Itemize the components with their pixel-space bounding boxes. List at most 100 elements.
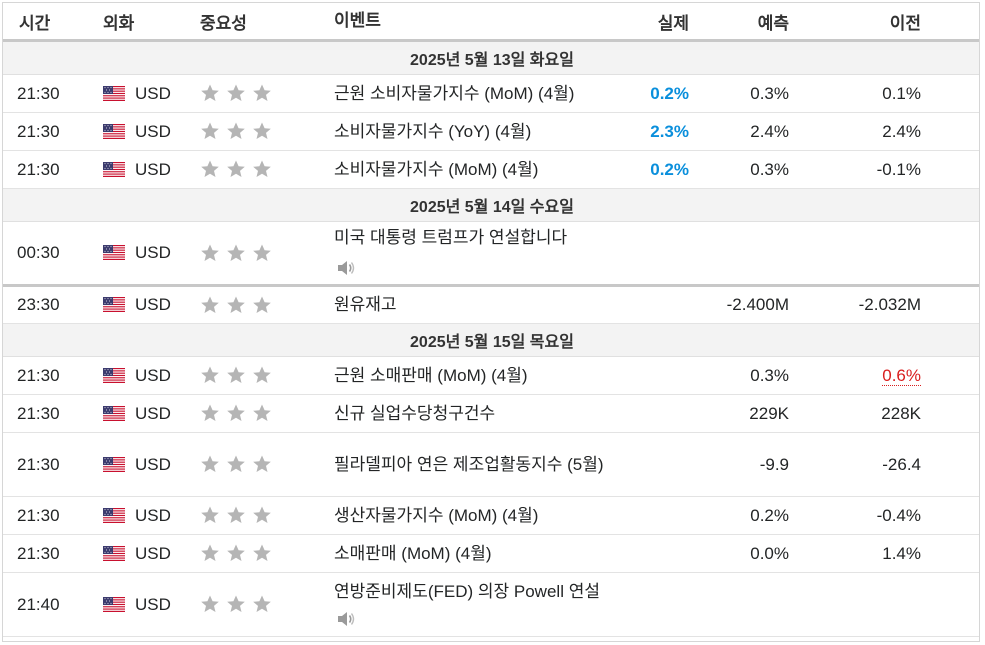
currency-code: USD — [135, 83, 171, 103]
event-forecast — [697, 221, 797, 287]
table-row[interactable]: 00:30 USD 미국 대통령 트럼프가 연설합니다 — [3, 221, 979, 287]
event-cell: 연방준비제도(FED) 의장 Powell 연설 — [334, 572, 621, 637]
header-time[interactable]: 시간 — [3, 3, 103, 42]
header-forecast[interactable]: 예측 — [697, 3, 797, 42]
event-actual — [621, 356, 697, 395]
star-icon — [252, 454, 272, 474]
us-flag-icon — [103, 597, 125, 612]
currency-code: USD — [135, 543, 171, 563]
currency-cell: USD — [103, 285, 200, 324]
event-name[interactable]: 미국 대통령 트럼프가 연설합니다 — [334, 228, 568, 247]
day-date: 2025년 5월 15일 목요일 — [3, 323, 979, 357]
table-row[interactable]: 21:30 USD 소매판매 (MoM) (4월) 0.0% 1.4% — [3, 534, 979, 573]
event-time: 21:30 — [3, 74, 103, 113]
event-name[interactable]: 필라델피아 연은 제조업활동지수 (5월) — [334, 432, 621, 497]
importance-stars — [200, 221, 334, 287]
speaker-icon[interactable] — [336, 259, 356, 277]
us-flag-icon — [103, 245, 125, 260]
importance-stars — [200, 74, 334, 113]
event-time: 21:30 — [3, 496, 103, 535]
table-row[interactable]: 21:30 USD 신규 실업수당청구건수 229K 228K — [3, 394, 979, 433]
table-row[interactable]: 23:30 USD 원유재고 -2.400M -2.032M — [3, 285, 979, 324]
us-flag-icon — [103, 406, 125, 421]
star-icon — [200, 505, 220, 525]
event-actual — [621, 432, 697, 497]
event-forecast: 0.3% — [697, 150, 797, 189]
star-icon — [226, 365, 246, 385]
us-flag-icon — [103, 297, 125, 312]
importance-stars — [200, 534, 334, 573]
event-previous: -0.1% — [797, 150, 979, 189]
currency-code: USD — [135, 159, 171, 179]
star-icon — [252, 543, 272, 563]
table-row[interactable]: 21:40 USD 연방준비제도(FED) 의장 Powell 연설 — [3, 572, 979, 637]
event-name[interactable]: 원유재고 — [334, 285, 621, 324]
star-icon — [200, 159, 220, 179]
star-icon — [226, 454, 246, 474]
table-row[interactable]: 21:30 USD 근원 소비자물가지수 (MoM) (4월) 0.2% 0.3… — [3, 74, 979, 113]
event-actual — [621, 534, 697, 573]
event-name[interactable]: 소비자물가지수 (YoY) (4월) — [334, 112, 621, 151]
table-row[interactable]: 21:30 USD 소비자물가지수 (MoM) (4월) 0.2% 0.3% -… — [3, 150, 979, 189]
us-flag-icon — [103, 86, 125, 101]
table-row[interactable]: 21:30 USD 필라델피아 연은 제조업활동지수 (5월) -9.9 -26… — [3, 432, 979, 497]
header-currency[interactable]: 외화 — [103, 3, 200, 42]
day-header: 2025년 5월 15일 목요일 — [3, 323, 979, 357]
event-cell: 미국 대통령 트럼프가 연설합니다 — [334, 221, 621, 287]
event-name[interactable]: 생산자물가지수 (MoM) (4월) — [334, 496, 621, 535]
currency-code: USD — [135, 505, 171, 525]
event-previous[interactable]: 0.6% — [882, 365, 921, 386]
event-previous: -2.032M — [797, 285, 979, 324]
star-icon — [226, 594, 246, 614]
header-event[interactable]: 이벤트 — [334, 3, 621, 42]
event-actual — [621, 285, 697, 324]
event-name[interactable]: 신규 실업수당청구건수 — [334, 394, 621, 433]
star-icon — [226, 403, 246, 423]
header-previous[interactable]: 이전 — [797, 3, 979, 42]
currency-code: USD — [135, 295, 171, 314]
star-icon — [226, 121, 246, 141]
speaker-icon[interactable] — [336, 610, 356, 628]
importance-stars — [200, 432, 334, 497]
table-row[interactable]: 21:30 USD 생산자물가지수 (MoM) (4월) 0.2% -0.4% — [3, 496, 979, 535]
event-actual: 0.2% — [621, 150, 697, 189]
event-previous: -26.4 — [797, 432, 979, 497]
event-forecast — [697, 572, 797, 637]
event-name[interactable]: 근원 소매판매 (MoM) (4월) — [334, 356, 621, 395]
importance-stars — [200, 285, 334, 324]
importance-stars — [200, 356, 334, 395]
event-previous — [797, 221, 979, 287]
table-row[interactable]: 21:30 USD 근원 소매판매 (MoM) (4월) 0.3% 0.6% — [3, 356, 979, 395]
event-name[interactable]: 소비자물가지수 (MoM) (4월) — [334, 150, 621, 189]
currency-cell: USD — [103, 74, 200, 113]
currency-cell: USD — [103, 496, 200, 535]
event-actual: 2.3% — [621, 112, 697, 151]
star-icon — [200, 594, 220, 614]
importance-stars — [200, 112, 334, 151]
star-icon — [200, 365, 220, 385]
star-icon — [252, 83, 272, 103]
header-actual[interactable]: 실제 — [621, 3, 697, 42]
event-previous-cell: 0.6% — [797, 356, 979, 395]
header-importance[interactable]: 중요성 — [200, 3, 334, 42]
us-flag-icon — [103, 457, 125, 472]
event-forecast: 0.0% — [697, 534, 797, 573]
star-icon — [252, 594, 272, 614]
day-date: 2025년 5월 14일 수요일 — [3, 188, 979, 222]
table-row[interactable]: 21:30 USD 소비자물가지수 (YoY) (4월) 2.3% 2.4% 2… — [3, 112, 979, 151]
event-name[interactable]: 근원 소비자물가지수 (MoM) (4월) — [334, 74, 621, 113]
currency-code: USD — [135, 594, 171, 614]
currency-code: USD — [135, 243, 171, 262]
currency-cell: USD — [103, 432, 200, 497]
event-name[interactable]: 소매판매 (MoM) (4월) — [334, 534, 621, 573]
day-header: 2025년 5월 13일 화요일 — [3, 40, 979, 75]
star-icon — [226, 505, 246, 525]
event-actual: 0.2% — [621, 74, 697, 113]
star-icon — [226, 159, 246, 179]
star-icon — [252, 295, 272, 315]
event-name[interactable]: 연방준비제도(FED) 의장 Powell 연설 — [334, 581, 600, 601]
event-forecast: 229K — [697, 394, 797, 433]
currency-code: USD — [135, 365, 171, 385]
event-forecast: 0.3% — [697, 356, 797, 395]
